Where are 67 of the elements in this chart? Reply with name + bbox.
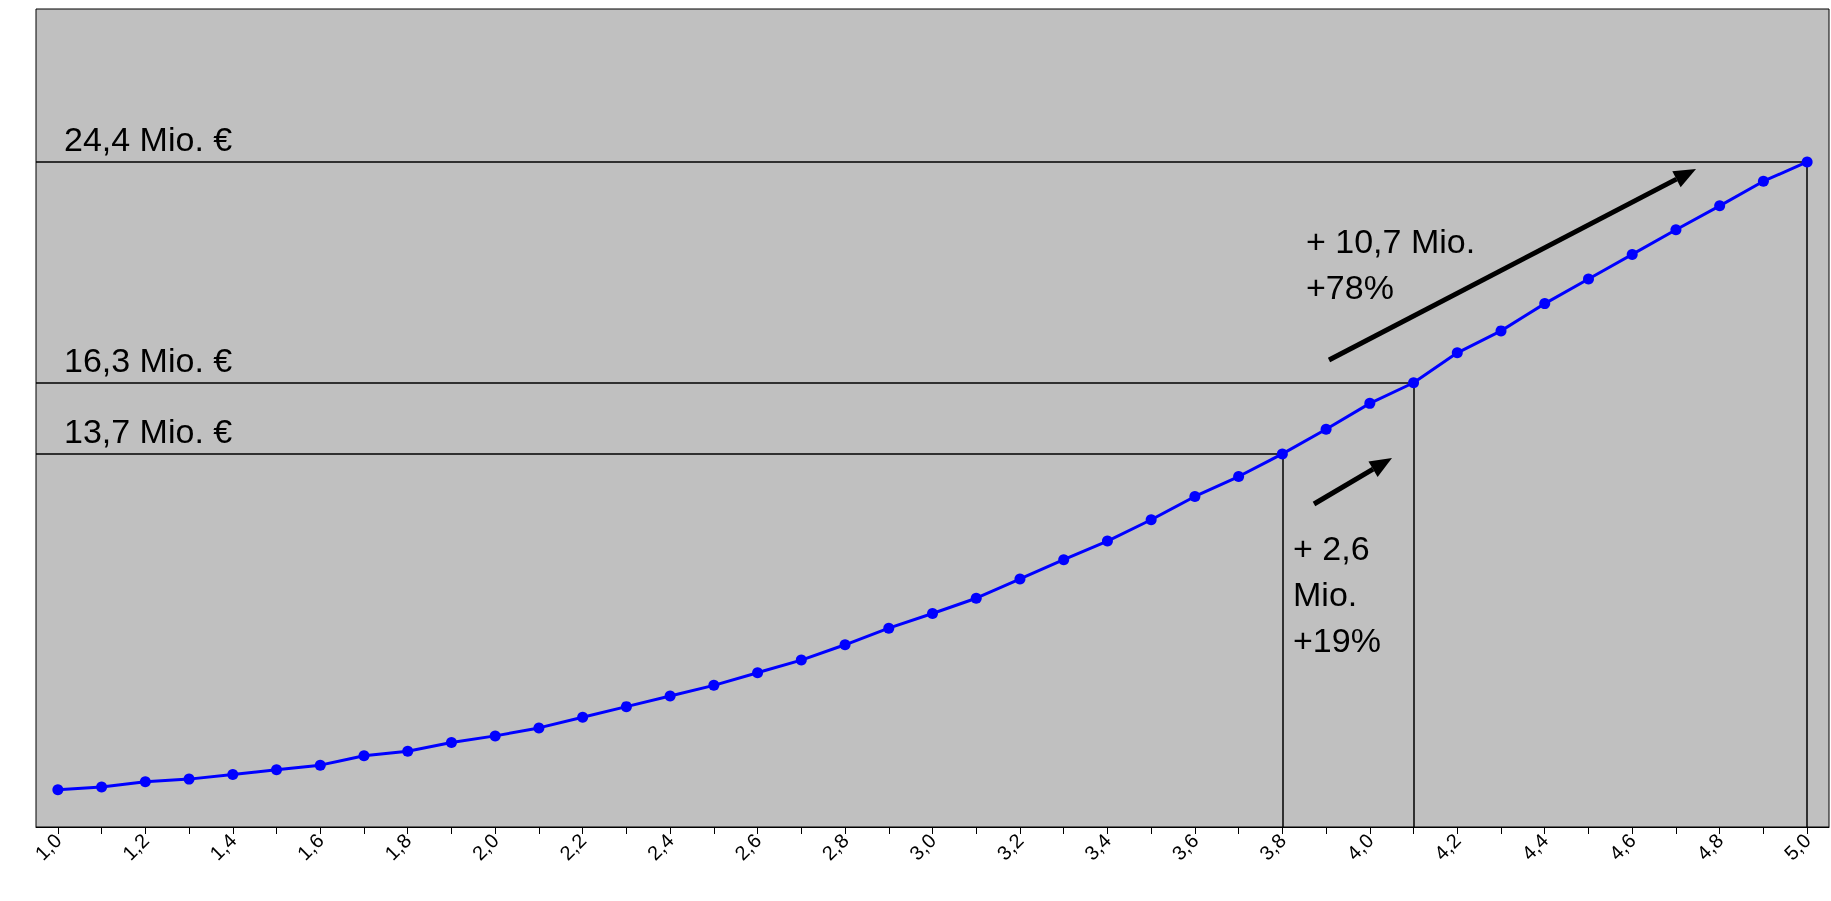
text: 24,4 Mio. € [64,119,233,158]
point [227,768,239,780]
x-tick-label: 2,6 [730,829,766,865]
point [752,667,764,679]
point [1714,200,1726,212]
point [533,722,545,734]
point [1670,224,1682,236]
x-tick-label: 3,0 [905,829,941,865]
x-tick-label: 1,8 [380,829,416,865]
point [358,750,370,762]
point [314,759,326,771]
x-tick-label: 4,6 [1604,829,1640,865]
annotation: 13,7 Mio. € [64,411,233,450]
x-tick-label: 3,2 [992,829,1028,865]
x-tick-label: 2,2 [555,829,591,865]
point [795,654,807,666]
point [1058,554,1070,566]
point [839,639,851,651]
point [1189,490,1201,502]
x-tick-label: 4,8 [1692,829,1728,865]
point [620,701,632,713]
x-tick-label: 5,0 [1779,829,1815,865]
point [1539,298,1551,310]
point [708,679,720,691]
point [1626,248,1638,260]
point [970,592,982,604]
x-tick-label: 1,6 [292,829,329,865]
point [664,690,676,702]
x-tick-label: 3,8 [1254,829,1291,865]
point [139,776,151,788]
point [1801,156,1813,168]
point [1101,535,1113,547]
x-tick-label: 1,0 [30,829,66,865]
x-tick-label: 4,0 [1342,829,1378,865]
point [183,773,195,785]
point [1364,397,1376,409]
x-tick-label: 2,4 [642,829,678,865]
point [1582,273,1594,285]
x-tick-label: 2,0 [467,829,503,865]
x-tick-label: 3,6 [1167,829,1203,865]
x-tick-label: 4,2 [1429,829,1466,865]
point [1014,573,1026,585]
annotation: 16,3 Mio. € [64,340,233,379]
x-tick-label: 3,4 [1080,829,1116,865]
x-tick-label: 2,8 [817,829,853,865]
annotation: + 2,6 Mio. +19% [1293,529,1381,659]
point [489,730,501,742]
point [1233,471,1245,483]
point [271,764,283,776]
annotation: + 10,7 Mio. +78% [1306,222,1485,306]
point [1495,325,1507,337]
point [1276,448,1288,460]
point [96,781,108,793]
point [927,608,938,620]
point [52,784,64,796]
x-tick-label: 1,4 [205,829,241,865]
point [1320,423,1332,435]
point [1757,175,1769,187]
point [402,745,414,757]
x-tick-label: 1,2 [117,829,154,865]
point [1408,377,1420,389]
point [1451,347,1463,359]
point [445,737,457,749]
x-tick-label: 4,4 [1517,829,1553,865]
point [1145,514,1157,526]
point [883,622,895,634]
point [577,711,589,723]
